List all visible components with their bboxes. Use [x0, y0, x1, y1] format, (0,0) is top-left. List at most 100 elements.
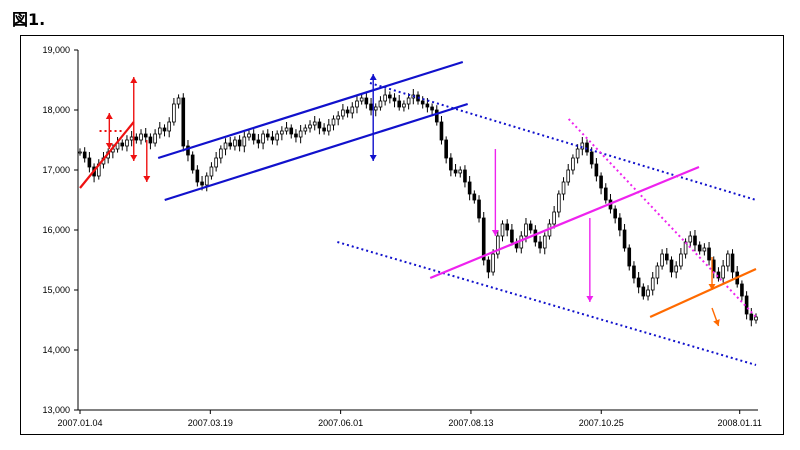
candle-body — [87, 157, 92, 168]
candle-body — [326, 124, 331, 132]
candle-body — [383, 94, 387, 102]
x-tick-label: 2007.03.19 — [188, 418, 233, 428]
candle-body — [204, 175, 209, 186]
trend-line — [164, 102, 469, 202]
candle-body — [697, 244, 702, 252]
y-tick-label: 13,000 — [42, 405, 70, 415]
candle-body — [622, 229, 627, 249]
candle-body — [420, 100, 425, 105]
y-tick-label: 14,000 — [42, 345, 70, 355]
x-tick-label: 2007.08.13 — [448, 418, 493, 428]
candle-body — [402, 103, 406, 108]
candle-body — [261, 133, 265, 144]
y-tick-label: 19,000 — [42, 45, 70, 55]
y-tick-label: 18,000 — [42, 105, 70, 115]
trend-line — [79, 121, 135, 189]
candle-body — [711, 259, 716, 273]
candle-body — [477, 199, 481, 219]
candle-body — [528, 223, 533, 231]
candle-body — [186, 145, 190, 156]
candle-body — [430, 106, 434, 111]
candle-body — [603, 187, 608, 201]
trend-line — [649, 267, 757, 319]
candle-body — [589, 151, 594, 165]
candle-body — [373, 106, 378, 111]
candle-body — [660, 253, 664, 267]
candle-body — [566, 169, 571, 183]
annotation-arrow-head — [105, 113, 113, 119]
candle-body — [627, 247, 632, 267]
candle-body — [284, 127, 289, 132]
candle-body — [195, 169, 200, 183]
candle-body — [721, 265, 725, 279]
figure-label: 図1. — [12, 10, 46, 29]
candle-body — [467, 181, 472, 195]
candles — [78, 89, 758, 327]
candle-body — [129, 136, 134, 141]
x-tick-label: 2007.01.04 — [57, 418, 102, 428]
candle-body — [707, 247, 711, 261]
candle-body — [688, 235, 693, 243]
candle-body — [289, 127, 294, 135]
candle-body — [143, 133, 148, 138]
x-tick-label: 2007.06.01 — [318, 418, 363, 428]
candle-body — [181, 97, 186, 147]
candle-body — [561, 181, 566, 195]
candle-body — [134, 136, 139, 141]
candle-body — [726, 253, 730, 267]
candle-body — [148, 136, 153, 144]
candle-body — [693, 235, 697, 246]
candle-body — [139, 133, 143, 141]
candle-body — [214, 157, 218, 168]
candle-body — [636, 277, 641, 288]
candle-body — [495, 235, 500, 255]
candle-body — [294, 133, 298, 138]
candle-body — [345, 109, 350, 114]
candle-body — [247, 133, 251, 138]
candle-body — [650, 277, 655, 291]
annotation-arrow-head — [708, 284, 716, 290]
trend-line — [337, 241, 757, 366]
candle-body — [209, 166, 214, 177]
candle-body — [641, 286, 646, 297]
candle-body — [538, 241, 542, 249]
candle-body — [632, 265, 636, 279]
candle-body — [256, 139, 261, 144]
y-tick-label: 17,000 — [42, 165, 70, 175]
candle-body — [702, 247, 707, 252]
candle-body — [599, 175, 603, 189]
trend-line — [369, 82, 757, 201]
candle-body — [153, 133, 157, 144]
candle-body — [552, 211, 556, 225]
annotation-arrow-head — [143, 176, 151, 182]
candle-body — [542, 235, 547, 249]
candle-body — [674, 265, 679, 273]
candle-body — [303, 127, 308, 132]
candle-body — [434, 109, 439, 123]
candle-body — [265, 133, 270, 138]
candle-body — [500, 223, 505, 237]
candle-body — [664, 253, 669, 261]
candle-body — [237, 139, 242, 147]
candle-body — [594, 163, 599, 177]
candle-body — [458, 169, 463, 174]
annotation-arrow-head — [491, 230, 499, 236]
candle-body — [444, 139, 448, 159]
candle-body — [472, 193, 477, 201]
y-tick-label: 16,000 — [42, 225, 70, 235]
candle-body — [679, 253, 683, 267]
annotation-arrow-head — [369, 74, 377, 80]
candle-body — [120, 142, 125, 147]
candle-body — [308, 124, 312, 129]
candle-body — [369, 103, 373, 111]
candle-body — [486, 259, 491, 273]
candle-body — [322, 127, 326, 132]
candle-body — [82, 151, 87, 159]
candle-body — [749, 313, 754, 321]
candle-body — [251, 133, 256, 141]
x-tick-label: 2007.10.25 — [579, 418, 624, 428]
chart-axes: 13,000 14,000 15,000 16,000 17,000 18,000 19,0… — [42, 45, 761, 428]
annotation-arrow-head — [586, 296, 594, 302]
candle-body — [228, 142, 233, 147]
candle-body — [505, 223, 510, 231]
